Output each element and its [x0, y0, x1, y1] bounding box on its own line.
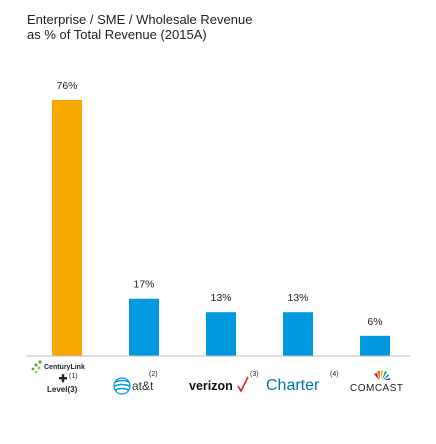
bar-value-label-4: 13%	[287, 292, 308, 304]
bar-1	[52, 100, 82, 356]
bar-value-label-3: 13%	[210, 292, 231, 304]
bar-value-label-1: 76%	[56, 80, 77, 92]
att-globe-icon	[113, 377, 131, 395]
verizon-check-icon	[237, 376, 249, 393]
bar-4	[283, 312, 313, 356]
level3-plus-icon	[59, 374, 67, 383]
value-labels-group: 76% 17% 13% 13% 6%	[56, 80, 382, 328]
att-wordmark: at&t	[132, 379, 154, 393]
att-footnote: (2)	[149, 371, 158, 378]
comcast-logo: COMCAST	[350, 370, 404, 394]
level3-footnote: (1)	[69, 373, 78, 380]
bars-group	[52, 100, 390, 356]
verizon-footnote: (3)	[250, 371, 259, 378]
chart-title-block: Enterprise / SME / Wholesale Revenue as …	[27, 12, 252, 42]
verizon-logo: verizon (3)	[189, 371, 259, 393]
bar-value-label-5: 6%	[367, 316, 382, 328]
bar-5	[360, 335, 390, 356]
verizon-wordmark: verizon	[189, 379, 233, 393]
comcast-peacock-icon	[374, 370, 390, 380]
bar-2	[129, 298, 159, 356]
comcast-wordmark: COMCAST	[350, 383, 404, 394]
level3-wordmark: Level(3)	[47, 385, 78, 394]
chart-title: Enterprise / SME / Wholesale Revenue	[27, 12, 253, 27]
centurylink-wordmark: CenturyLink	[44, 364, 85, 371]
att-logo: at&t (2)	[113, 371, 158, 395]
bar-3	[206, 312, 236, 356]
centurylink-leaf-icon	[31, 360, 42, 374]
centurylink-level3-logo: CenturyLink (1) Level(3)	[31, 360, 85, 394]
chart-subtitle: as % of Total Revenue (2015A)	[27, 27, 207, 42]
bar-value-label-2: 17%	[133, 279, 154, 291]
charter-wordmark: Charter	[266, 377, 320, 394]
charter-footnote: (4)	[330, 371, 339, 378]
charter-logo: Charter (4)	[266, 371, 339, 394]
